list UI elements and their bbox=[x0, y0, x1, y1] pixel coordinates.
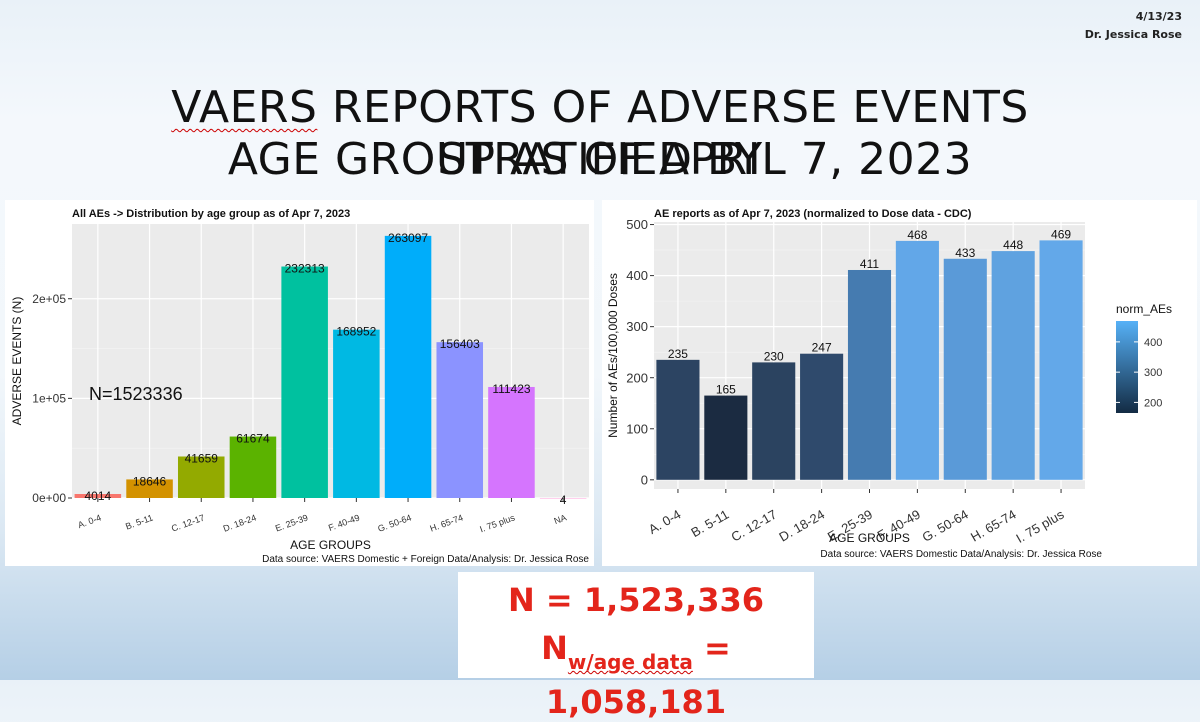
bar bbox=[992, 251, 1035, 480]
summary-with-age: Nw/age data = 1,058,181 bbox=[458, 628, 814, 722]
data-label: 411 bbox=[860, 257, 879, 271]
x-tick-label: A. 0-4 bbox=[646, 507, 684, 537]
y-tick-label: 500 bbox=[626, 217, 648, 232]
legend-label: 300 bbox=[1144, 367, 1162, 379]
chart-annotation: N=1523336 bbox=[89, 384, 183, 404]
data-label: 41659 bbox=[185, 451, 219, 465]
data-label: 156403 bbox=[440, 337, 480, 351]
data-label: 469 bbox=[1051, 227, 1071, 241]
x-tick-label: B. 5-11 bbox=[688, 507, 731, 540]
data-label: 468 bbox=[907, 228, 927, 242]
legend-label: 400 bbox=[1144, 337, 1162, 349]
legend-label: 200 bbox=[1144, 397, 1162, 409]
data-label: 247 bbox=[812, 341, 832, 355]
data-label: 448 bbox=[1003, 238, 1023, 252]
data-label: 61674 bbox=[236, 432, 270, 446]
y-axis-label: Number of AEs/100,000 Doses bbox=[606, 273, 620, 438]
data-label: 235 bbox=[668, 347, 688, 361]
y-tick-label: 200 bbox=[626, 370, 648, 385]
bar bbox=[281, 267, 328, 498]
bar bbox=[944, 259, 987, 480]
bar bbox=[230, 437, 277, 498]
x-tick-label: G. 50-64 bbox=[376, 512, 412, 533]
title-vaers: VAERS bbox=[171, 82, 317, 133]
x-tick-label: I. 75 plus bbox=[1013, 506, 1067, 546]
bar bbox=[333, 330, 380, 498]
bar bbox=[1040, 240, 1083, 479]
bar bbox=[896, 241, 939, 480]
summary-box: N = 1,523,336 Nw/age data = 1,058,181 bbox=[458, 572, 814, 678]
legend-title: norm_AEs bbox=[1116, 302, 1172, 316]
summary-nw-subscript: w/age data bbox=[568, 650, 693, 674]
y-axis-label: ADVERSE EVENTS (N) bbox=[10, 297, 24, 426]
x-axis-label: AGE GROUPS bbox=[290, 538, 371, 552]
chart-right-panel: 0 100 200 300 400 500 235 A. 0-4 165 B. 5-11 230 C.… bbox=[602, 200, 1197, 566]
data-label: 168952 bbox=[336, 325, 376, 339]
x-tick-label: NA bbox=[553, 512, 568, 526]
chart-title: AE reports as of Apr 7, 2023 (normalized… bbox=[654, 208, 972, 220]
y-tick-label: 400 bbox=[626, 268, 648, 283]
x-tick-label: C. 12-17 bbox=[170, 512, 206, 533]
x-tick-label: H. 65-74 bbox=[429, 512, 465, 533]
data-label: 263097 bbox=[388, 231, 428, 245]
y-tick-label: 0e+00 bbox=[32, 491, 66, 505]
x-tick-label: E. 25-39 bbox=[274, 512, 309, 533]
chart-caption: Data source: VAERS Domestic + Foreign Da… bbox=[262, 554, 589, 565]
chart-right: 0 100 200 300 400 500 235 A. 0-4 165 B. 5-11 230 C.… bbox=[602, 200, 1197, 566]
data-label: 230 bbox=[764, 349, 784, 363]
data-label: 433 bbox=[955, 246, 975, 260]
data-label: 18646 bbox=[133, 474, 167, 488]
y-tick-label: 300 bbox=[626, 319, 648, 334]
x-tick-label: F. 40-49 bbox=[327, 512, 361, 533]
slide-title-line2: AGE GROUP AS OF APRIL 7, 2023 bbox=[60, 134, 1140, 186]
y-tick-label: 1e+05 bbox=[32, 392, 66, 406]
data-label: 232313 bbox=[285, 262, 325, 276]
summary-nw-value: = 1,058,181 bbox=[546, 629, 731, 721]
summary-total: N = 1,523,336 bbox=[458, 580, 814, 620]
chart-caption: Data source: VAERS Domestic Data/Analysi… bbox=[820, 549, 1102, 560]
bar bbox=[436, 342, 483, 498]
bar bbox=[800, 354, 843, 480]
x-tick-label: H. 65-74 bbox=[968, 507, 1019, 545]
x-tick-label: D. 18-24 bbox=[776, 507, 827, 545]
x-tick-label: I. 75 plus bbox=[478, 512, 516, 534]
bar bbox=[752, 362, 795, 479]
y-tick-label: 100 bbox=[626, 421, 648, 436]
x-tick-label: A. 0-4 bbox=[77, 512, 103, 530]
bar bbox=[656, 360, 699, 480]
chart-title: All AEs -> Distribution by age group as … bbox=[72, 208, 350, 220]
bar bbox=[488, 387, 535, 498]
legend-colorbar bbox=[1116, 321, 1138, 413]
x-axis-label: AGE GROUPS bbox=[829, 531, 910, 545]
x-tick-label: D. 18-24 bbox=[222, 512, 258, 533]
data-label: 111423 bbox=[492, 382, 531, 396]
x-tick-label: G. 50-64 bbox=[919, 507, 970, 545]
y-tick-label: 2e+05 bbox=[32, 292, 66, 306]
bar bbox=[385, 236, 432, 498]
slide-date: 4/13/23 bbox=[1136, 10, 1182, 23]
bar bbox=[704, 396, 747, 480]
y-tick-label: 0 bbox=[641, 472, 648, 487]
x-tick-label: C. 12-17 bbox=[729, 507, 780, 545]
summary-nw-letter: N bbox=[541, 629, 568, 667]
bar bbox=[848, 270, 891, 480]
slide-author: Dr. Jessica Rose bbox=[1085, 28, 1182, 41]
data-label: 165 bbox=[716, 383, 736, 397]
x-tick-label: B. 5-11 bbox=[124, 512, 154, 531]
